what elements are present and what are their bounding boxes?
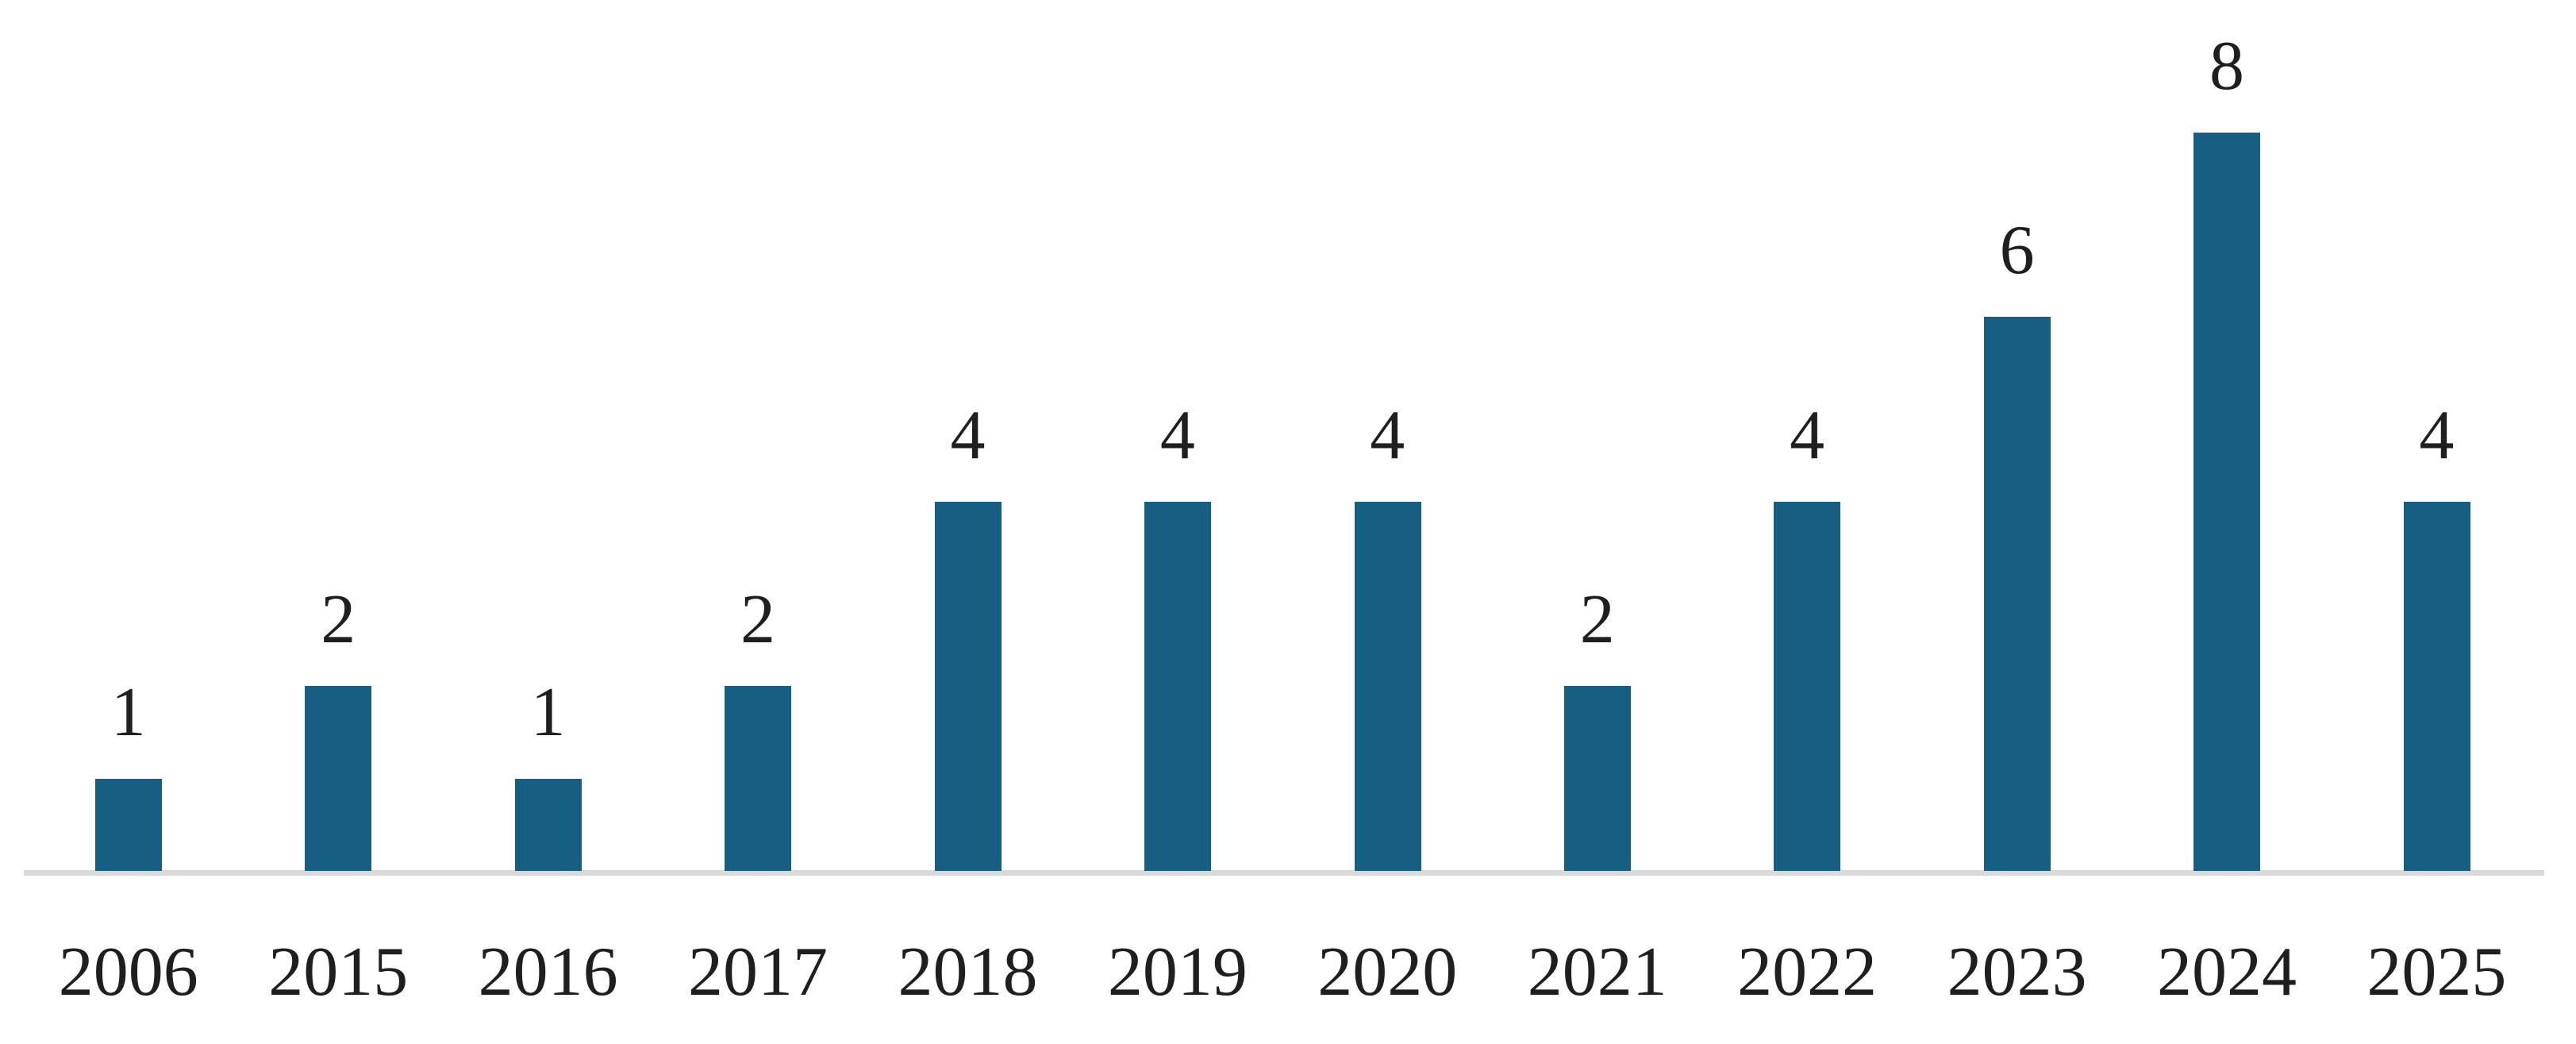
- bar-2006: [95, 778, 162, 871]
- x-axis-line: [24, 870, 2544, 876]
- bar-2020: [1354, 501, 1421, 871]
- bar-value-label: 2: [321, 581, 356, 659]
- bar-2017: [725, 686, 792, 871]
- bar-2015: [305, 686, 372, 871]
- x-axis-label: 2024: [2156, 934, 2297, 1011]
- bar-value-label: 8: [2209, 27, 2244, 105]
- bar-2024: [2193, 132, 2261, 871]
- bar-2019: [1144, 501, 1212, 871]
- bar-value-label: 4: [2419, 396, 2455, 474]
- bar-value-label: 2: [740, 581, 776, 659]
- x-axis-label: 2018: [898, 934, 1038, 1011]
- bar-value-label: 4: [1370, 396, 1405, 474]
- x-axis-label: 2006: [58, 934, 198, 1011]
- x-axis-label: 2025: [2366, 934, 2507, 1011]
- bar-value-label: 2: [1579, 581, 1615, 659]
- bar-value-label: 4: [1790, 396, 1825, 474]
- x-axis-label: 2019: [1107, 934, 1248, 1011]
- bar-2025: [2403, 501, 2470, 871]
- x-axis-label: 2015: [268, 934, 409, 1011]
- bar-2022: [1774, 501, 1841, 871]
- bar-value-label: 4: [950, 396, 986, 474]
- x-axis-label: 2022: [1737, 934, 1878, 1011]
- x-axis-label: 2017: [688, 934, 829, 1011]
- x-axis-label: 2016: [478, 934, 618, 1011]
- x-axis-label: 2020: [1317, 934, 1458, 1011]
- bar-value-label: 1: [530, 673, 566, 751]
- x-axis-label: 2021: [1527, 934, 1667, 1011]
- bar-value-label: 6: [1999, 212, 2035, 290]
- bar-value-label: 1: [110, 673, 146, 751]
- bar-2023: [1983, 317, 2051, 871]
- bar-2021: [1563, 686, 1631, 871]
- x-axis-label: 2023: [1947, 934, 2087, 1011]
- bar-2016: [514, 778, 582, 871]
- bar-value-label: 4: [1159, 396, 1195, 474]
- bar-2018: [934, 501, 1002, 871]
